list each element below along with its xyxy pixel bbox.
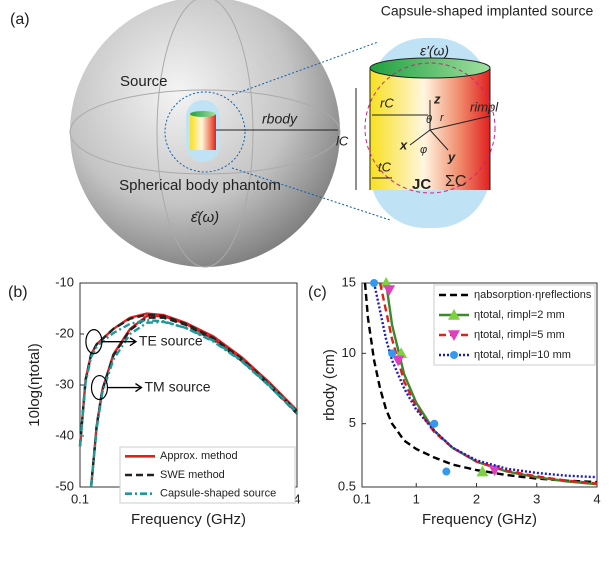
y-tick-label: -10 [55, 274, 74, 289]
small-source-top [190, 111, 216, 117]
legend-marker [448, 309, 460, 320]
marker [370, 279, 379, 287]
x-tick-label: 0.1 [353, 491, 371, 506]
phi-label: φ [420, 144, 427, 156]
legend-label: ηtotal, rimpl=2 mm [474, 309, 565, 321]
marker [476, 465, 489, 477]
marker [380, 277, 393, 288]
legend-label: Capsule-shaped source [160, 488, 276, 500]
marker [383, 285, 396, 297]
x-tick-label: 1 [413, 491, 420, 506]
plot-frame [361, 282, 598, 488]
panel-label: (a) [10, 11, 30, 28]
big-source-top [369, 57, 491, 79]
x-axis-label: Frequency (GHz) [131, 511, 246, 528]
y-axis [429, 129, 449, 151]
y-tick-label: 10 [342, 345, 356, 360]
y-tick-label: 15 [342, 274, 356, 289]
x-label: x [399, 137, 408, 152]
panel-label: (b) [8, 284, 28, 301]
r-impl-label: rimpl [470, 99, 499, 114]
marker [488, 465, 501, 477]
zoom-line [231, 41, 379, 96]
y-axis-label: 10log(ηtotal) [26, 343, 43, 426]
y-tick-label: -30 [55, 376, 74, 391]
legend-label: ηtotal, rimpl=10 mm [474, 349, 571, 361]
marker [388, 349, 397, 358]
j-c-label: JC [412, 176, 431, 193]
legend-box [433, 284, 596, 366]
legend-label: Approx. method [160, 450, 238, 462]
series-line [363, 282, 598, 484]
marker [430, 419, 439, 428]
sphere-equator [69, 89, 341, 175]
y-label: y [447, 149, 456, 164]
marker [392, 355, 405, 367]
annotation: TM source [144, 378, 210, 394]
series-line [89, 320, 298, 488]
capsule-title: Capsule-shaped implanted source [381, 3, 594, 19]
t-c-label: tC [378, 159, 392, 174]
r-c-label: rC [380, 95, 394, 110]
series-line [372, 282, 598, 479]
l-c-label: lC [336, 133, 349, 148]
marker [442, 467, 451, 476]
y-tick-label: 0.5 [338, 478, 356, 493]
impl-circle [364, 62, 496, 194]
x-tick-label: 2 [473, 491, 480, 506]
sphere-meridian [156, 0, 254, 268]
series-line [378, 282, 598, 485]
sigma-c-label: ΣC [445, 173, 466, 190]
r-body-label: rbody [262, 111, 298, 127]
eps-prime-label: ε'(ω) [420, 43, 449, 59]
small-source [190, 114, 216, 150]
y-tick-label: -20 [55, 325, 74, 340]
z-label: z [433, 91, 441, 106]
legend-label: ηtotal, rimpl=5 mm [474, 329, 565, 341]
phantom-label: Spherical body phantom [119, 177, 281, 194]
source-label: Source [120, 73, 168, 90]
x-tick-label: 4 [593, 491, 600, 506]
y-tick-label: -40 [55, 427, 74, 442]
diagram: (a) Source Spherical body phantom ε̂(ω) … [10, 0, 594, 268]
annotation-arrow [107, 382, 143, 393]
legend-marker [448, 330, 460, 341]
x-axis [409, 129, 431, 146]
series-line [78, 318, 298, 447]
y-tick-label: 5 [349, 415, 356, 430]
zoom-circle [164, 91, 246, 173]
r-impl-line [429, 115, 491, 131]
x-axis-label: Frequency (GHz) [422, 511, 537, 528]
x-tick-label: 4 [293, 491, 300, 506]
legend-marker [450, 351, 458, 359]
annotation-arrow [101, 337, 138, 347]
legend-label: ηabsorption·ηreflections [474, 289, 592, 301]
theta-label: θ [426, 114, 432, 126]
panel-label: (c) [308, 284, 327, 301]
y-tick-label: -50 [55, 478, 74, 493]
marker [395, 347, 408, 359]
r-label: r [440, 112, 445, 124]
legend-label: SWE method [160, 469, 225, 481]
x-tick-label: 3 [533, 491, 540, 506]
annotation: TE source [139, 332, 203, 348]
permittivity-label: ε̂(ω) [191, 209, 219, 226]
x-tick-label: 0.1 [71, 491, 89, 506]
y-axis-label: rbody (cm) [321, 349, 338, 421]
